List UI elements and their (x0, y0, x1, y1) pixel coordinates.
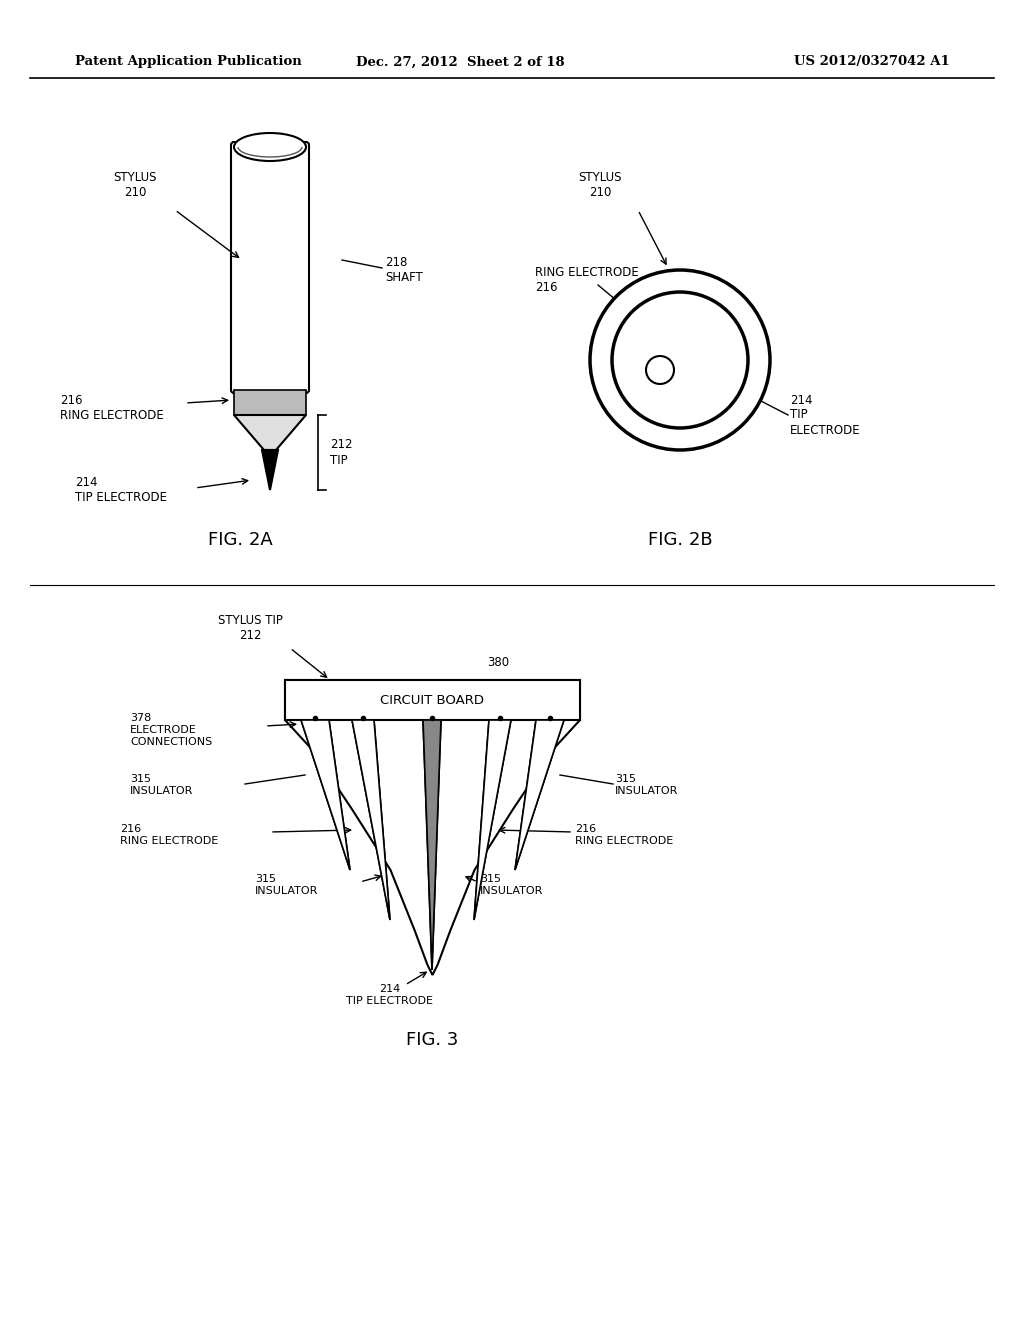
Polygon shape (285, 680, 580, 975)
Text: STYLUS TIP
212: STYLUS TIP 212 (217, 614, 283, 642)
Text: CIRCUIT BOARD: CIRCUIT BOARD (381, 693, 484, 706)
Text: 216
RING ELECTRODE: 216 RING ELECTRODE (575, 824, 673, 846)
Text: STYLUS
210: STYLUS 210 (579, 172, 622, 199)
Text: 218
SHAFT: 218 SHAFT (385, 256, 423, 284)
Ellipse shape (234, 133, 306, 161)
Text: 216
RING ELECTRODE: 216 RING ELECTRODE (60, 393, 164, 422)
Polygon shape (515, 719, 564, 870)
Text: STYLUS
210: STYLUS 210 (114, 172, 157, 199)
Polygon shape (423, 719, 441, 970)
Polygon shape (352, 719, 390, 920)
Text: 214
TIP
ELECTRODE: 214 TIP ELECTRODE (790, 393, 860, 437)
Text: 315
INSULATOR: 315 INSULATOR (615, 775, 678, 796)
Text: FIG. 2B: FIG. 2B (648, 531, 713, 549)
Text: FIG. 3: FIG. 3 (406, 1031, 458, 1049)
Circle shape (612, 292, 748, 428)
Text: US 2012/0327042 A1: US 2012/0327042 A1 (795, 55, 950, 69)
Bar (234, 389, 306, 414)
Circle shape (646, 356, 674, 384)
Polygon shape (234, 414, 306, 450)
Polygon shape (474, 719, 511, 920)
Polygon shape (474, 719, 511, 920)
Circle shape (590, 271, 770, 450)
Polygon shape (301, 719, 350, 870)
Polygon shape (352, 719, 390, 920)
Polygon shape (262, 450, 278, 490)
Text: 214
TIP ELECTRODE: 214 TIP ELECTRODE (346, 985, 433, 1006)
Text: Patent Application Publication: Patent Application Publication (75, 55, 302, 69)
Text: Dec. 27, 2012  Sheet 2 of 18: Dec. 27, 2012 Sheet 2 of 18 (355, 55, 564, 69)
Text: 378
ELECTRODE
CONNECTIONS: 378 ELECTRODE CONNECTIONS (130, 713, 212, 747)
Polygon shape (301, 719, 350, 870)
Text: 212
TIP: 212 TIP (330, 438, 352, 466)
Text: 315
INSULATOR: 315 INSULATOR (480, 874, 544, 896)
Polygon shape (515, 719, 564, 870)
Text: RING ELECTRODE
216: RING ELECTRODE 216 (535, 267, 639, 294)
Polygon shape (423, 719, 441, 970)
Text: 214
TIP ELECTRODE: 214 TIP ELECTRODE (75, 477, 167, 504)
Text: 315
INSULATOR: 315 INSULATOR (255, 874, 318, 896)
Text: 380: 380 (487, 656, 509, 668)
Text: 216
RING ELECTRODE: 216 RING ELECTRODE (120, 824, 218, 846)
Text: FIG. 2A: FIG. 2A (208, 531, 272, 549)
FancyBboxPatch shape (231, 143, 309, 393)
Bar (285, 680, 580, 719)
Text: 315
INSULATOR: 315 INSULATOR (130, 775, 194, 796)
